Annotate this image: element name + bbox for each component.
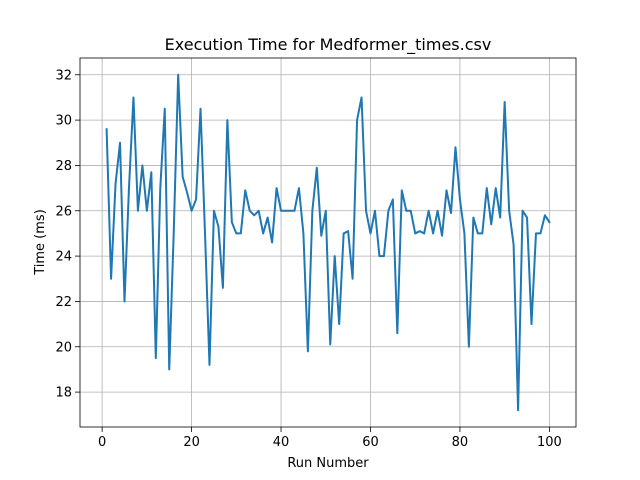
y-tick-label: 28 xyxy=(55,159,72,174)
series-layer xyxy=(105,73,551,412)
y-tick-label: 32 xyxy=(55,68,72,83)
ticks: 0 20 40 60 80 100 18 20 22 24 26 28 30 32 xyxy=(55,68,561,450)
y-tick-label: 26 xyxy=(55,204,72,219)
y-tick-label: 18 xyxy=(55,386,72,401)
y-tick-label: 30 xyxy=(55,114,72,129)
y-axis-label: Time (ms) xyxy=(33,209,48,276)
chart-title: Execution Time for Medformer_times.csv xyxy=(165,35,492,55)
x-axis-label: Run Number xyxy=(287,456,369,471)
x-tick-label: 20 xyxy=(183,435,200,450)
y-tick-label: 20 xyxy=(55,340,72,355)
x-tick-label: 60 xyxy=(362,435,379,450)
x-tick-label: 0 xyxy=(98,435,106,450)
y-tick-label: 22 xyxy=(55,295,72,310)
y-tick-label: 24 xyxy=(55,250,72,265)
x-tick-label: 100 xyxy=(537,435,562,450)
grid xyxy=(80,58,576,427)
x-tick-label: 40 xyxy=(273,435,290,450)
series-line xyxy=(105,73,551,412)
x-tick-label: 80 xyxy=(452,435,469,450)
plot-frame xyxy=(79,57,577,428)
